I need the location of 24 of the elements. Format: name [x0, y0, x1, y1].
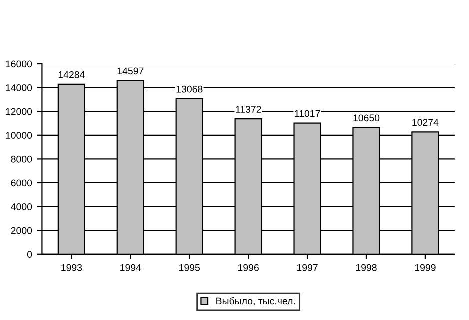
- x-tick-label: 1995: [180, 264, 200, 272]
- data-label: 11372: [236, 106, 262, 113]
- y-tick-label: 16000: [6, 60, 32, 68]
- legend-label: Выбыло, тыс.чел.: [216, 297, 296, 306]
- y-tick-label: 12000: [6, 108, 32, 116]
- x-tick-label: 1993: [62, 264, 82, 272]
- x-tick-label: 1994: [120, 264, 142, 272]
- data-label: 13068: [176, 86, 203, 93]
- data-label: 10274: [412, 119, 439, 126]
- x-tick-label: 1999: [415, 264, 436, 272]
- data-label: 14284: [58, 71, 85, 78]
- y-tick-label: 8000: [11, 156, 32, 163]
- data-label: 14597: [118, 68, 144, 75]
- y-tick-label: 2000: [11, 227, 32, 234]
- y-tick-label: 4000: [11, 204, 32, 210]
- data-label: 10650: [354, 114, 380, 122]
- y-tick-label: 0: [27, 251, 32, 258]
- x-tick-label: 1998: [356, 264, 377, 272]
- y-tick-label: 14000: [6, 84, 32, 92]
- x-tick-label: 1996: [238, 264, 259, 272]
- data-label: 11017: [295, 110, 320, 118]
- y-tick-label: 6000: [11, 180, 32, 187]
- x-tick-label: 1997: [297, 264, 318, 272]
- y-tick-label: 10000: [6, 132, 32, 140]
